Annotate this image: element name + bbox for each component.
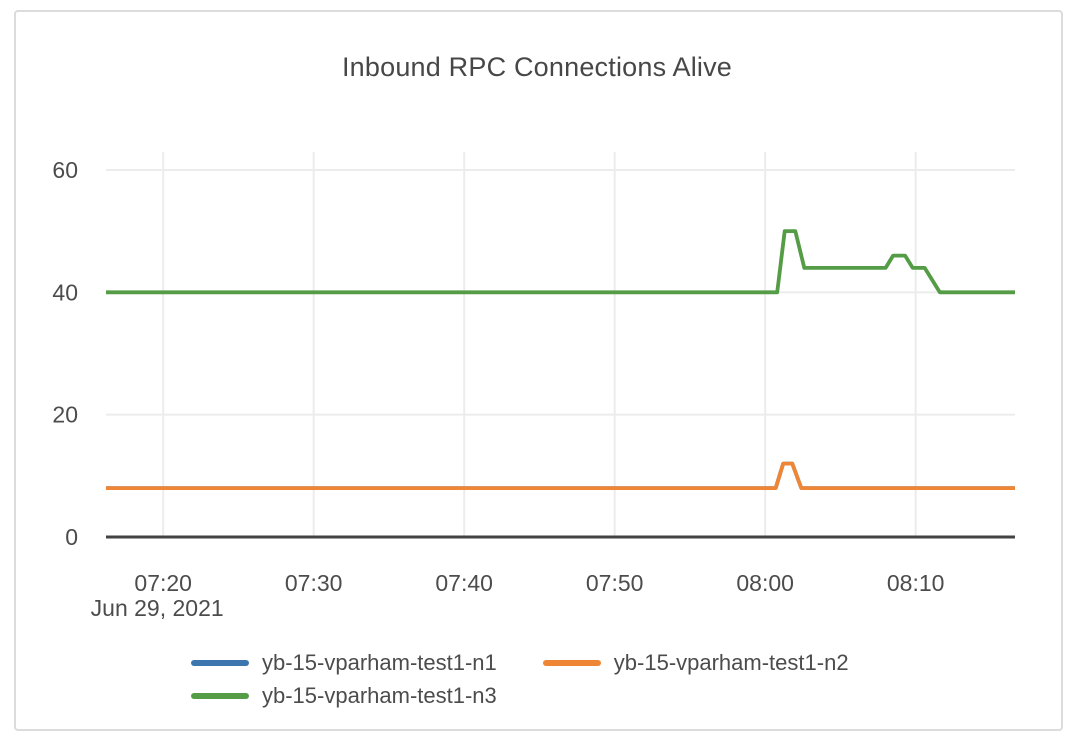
x-axis-date-label: Jun 29, 2021 [91,595,224,621]
y-tick-label: 20 [52,402,78,428]
line-series-yb-15-vparham-test1-n2 [106,461,1015,491]
chart-title: Inbound RPC Connections Alive [341,52,733,82]
legend-swatch-n2-icon [542,660,601,666]
legend-item-n3[interactable]: yb-15-vparham-test1-n3 [191,683,497,709]
y-tick-label: 40 [52,279,78,305]
legend-label-n3: yb-15-vparham-test1-n3 [262,683,497,708]
y-tick-label: 60 [52,157,78,183]
legend-label-n2: yb-15-vparham-test1-n2 [613,650,849,675]
line-series-yb-15-vparham-test1-n3 [106,229,1015,295]
line-series-yb-15-vparham-test1-n1 [106,461,1015,491]
x-tick-label: 07:20 [134,570,192,596]
legend-box: yb-15-vparham-test1-n1 yb-15-vparham-tes… [177,650,897,709]
x-tick-label: 07:50 [586,570,644,596]
x-tick-label: 07:30 [285,570,343,596]
chart-card [14,10,1063,731]
legend-swatch-n3-icon [191,693,249,699]
chart-legend: yb-15-vparham-test1-n1 yb-15-vparham-tes… [0,650,1074,709]
legend-item-n1[interactable]: yb-15-vparham-test1-n1 [191,650,497,676]
y-tick-label: 0 [65,524,78,550]
legend-swatch-n1-icon [191,660,249,666]
legend-label-n1: yb-15-vparham-test1-n1 [262,650,497,675]
x-tick-label: 08:00 [736,570,794,596]
x-tick-label: 07:40 [435,570,493,596]
legend-item-n2[interactable]: yb-15-vparham-test1-n2 [542,650,849,676]
x-tick-label: 08:10 [887,570,945,596]
